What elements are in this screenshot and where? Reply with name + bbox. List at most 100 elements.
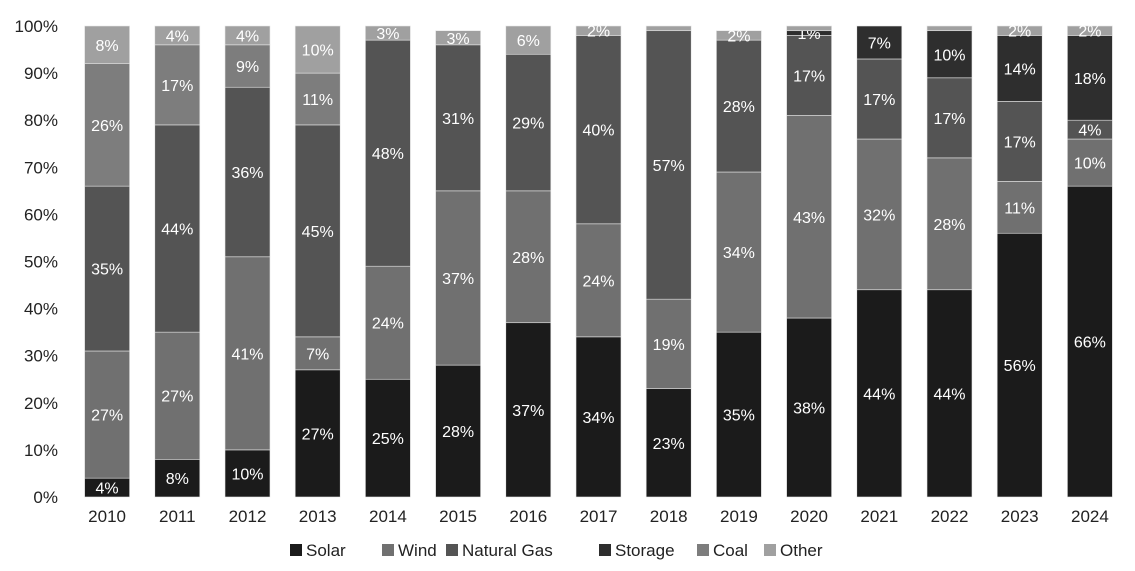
x-tick-label: 2019	[720, 507, 758, 526]
data-label: 31%	[442, 111, 474, 128]
data-label: 17%	[161, 78, 193, 95]
y-axis: 0% 10% 20% 30% 40% 50% 60% 70% 80% 90% 100%	[15, 17, 58, 507]
data-label: 17%	[1004, 134, 1036, 151]
data-label: 2%	[1078, 24, 1101, 41]
data-label: 45%	[302, 224, 334, 241]
bar-segment-wind	[856, 138, 903, 291]
bar-segment-storage	[856, 25, 903, 60]
bar-segment-solar	[224, 449, 271, 498]
data-label: 28%	[933, 217, 965, 234]
data-label: 4%	[236, 28, 259, 45]
data-label: 37%	[512, 403, 544, 420]
legend-swatch	[290, 544, 302, 556]
bar-segment-other	[575, 25, 622, 36]
bar-segment-wind	[84, 350, 130, 479]
y-tick-label: 70%	[24, 158, 58, 177]
bar-segment-other	[505, 25, 552, 55]
data-label: 26%	[91, 118, 123, 135]
data-label: 38%	[793, 401, 825, 418]
y-tick-label: 80%	[24, 111, 58, 130]
bar-column-2013: 27% 7% 45% 11% 10%	[294, 25, 341, 498]
data-label: 6%	[517, 33, 540, 50]
bar-column-2019: 35% 34% 28% 2%	[716, 28, 762, 498]
data-label: 34%	[723, 245, 755, 262]
x-tick-label: 2024	[1071, 507, 1109, 526]
bar-segment-other	[84, 25, 130, 64]
x-tick-label: 2020	[790, 507, 828, 526]
bar-column-2020: 38%43%17%1%	[786, 25, 832, 498]
bar-segment-solar	[926, 289, 973, 498]
bar-segment-natural-gas	[505, 53, 552, 192]
bar-segment-solar	[996, 232, 1043, 498]
bar-segment-other	[365, 25, 411, 41]
x-tick-label: 2014	[369, 507, 407, 526]
bar-segment-wind	[505, 190, 552, 324]
legend-item-natural-gas: Natural Gas	[446, 541, 553, 560]
data-label: 23%	[653, 436, 685, 453]
data-label: 3%	[447, 31, 470, 48]
bar-column-2010: 4% 27% 35% 26% 8%	[84, 25, 130, 498]
bar-column-2011: 8% 27% 44% 17% 4%	[154, 25, 201, 498]
data-label: 17%	[863, 92, 895, 109]
x-tick-label: 2013	[299, 507, 337, 526]
bar-segment-other	[1067, 25, 1113, 36]
bar-column-2016: 37% 28% 29% 6%	[505, 25, 552, 498]
bar-segment-wind	[575, 223, 622, 338]
data-label: 2%	[727, 28, 750, 45]
bar-segment-natural-gas	[645, 30, 692, 300]
bar-segment-wind	[996, 181, 1043, 234]
bar-segment-natural-gas	[154, 124, 201, 333]
bar-segment-solar	[645, 388, 692, 498]
x-tick-label: 2021	[860, 507, 898, 526]
bar-segment-other	[224, 25, 271, 46]
x-tick-label: 2023	[1001, 507, 1039, 526]
x-axis: 2010 2011 2012 2013 2014 2015 2016 2017 2018 2019…	[88, 507, 1109, 526]
data-label: 41%	[231, 346, 263, 363]
bar-segment-natural-gas	[224, 86, 271, 258]
bar-segment-solar	[786, 317, 832, 498]
y-tick-label: 100%	[15, 17, 58, 36]
data-label: 8%	[166, 471, 189, 488]
data-label: 28%	[512, 250, 544, 267]
data-label: 24%	[582, 273, 614, 290]
bar-segment-other	[996, 25, 1043, 36]
data-label: 25%	[372, 431, 404, 448]
data-label: 44%	[863, 386, 895, 403]
data-label: 11%	[302, 92, 333, 109]
bar-column-2021: 44% 32% 17% 7%	[856, 25, 903, 498]
bar-segment-solar	[505, 322, 552, 498]
x-tick-label: 2018	[650, 507, 688, 526]
bar-segment-other	[645, 25, 692, 32]
bar-segment-natural-gas	[716, 39, 762, 173]
data-label: 32%	[863, 207, 895, 224]
data-label: 18%	[1074, 71, 1106, 88]
legend-item-wind: Wind	[382, 541, 437, 560]
data-label: 4%	[166, 28, 189, 45]
bar-column-2023: 56% 11% 17% 14% 2%	[996, 24, 1043, 498]
legend-label: Storage	[615, 541, 675, 560]
bar-segment-natural-gas	[435, 44, 481, 192]
bar-segment-wind	[294, 336, 341, 371]
bar-segment-other	[435, 30, 481, 46]
legend: Solar Wind Natural Gas Storage Coal Other	[290, 541, 823, 560]
bar-column-2018: 23% 19% 57%	[645, 25, 692, 498]
data-label: 10%	[231, 466, 263, 483]
data-label: 7%	[306, 346, 329, 363]
data-label: 35%	[723, 408, 755, 425]
x-tick-label: 2017	[580, 507, 618, 526]
data-label: 14%	[1004, 61, 1036, 78]
y-tick-label: 60%	[24, 205, 58, 224]
data-label: 36%	[231, 165, 263, 182]
data-label: 29%	[512, 116, 544, 133]
data-label: 4%	[1078, 123, 1101, 140]
y-tick-label: 40%	[24, 300, 58, 319]
bar-segment-wind	[435, 190, 481, 366]
data-label: 10%	[1074, 156, 1106, 173]
bar-segment-solar	[154, 459, 201, 498]
y-tick-label: 50%	[24, 253, 58, 272]
bar-segment-solar	[575, 336, 622, 498]
data-label: 40%	[582, 123, 614, 140]
data-label: 2%	[1008, 24, 1031, 41]
x-tick-label: 2010	[88, 507, 126, 526]
